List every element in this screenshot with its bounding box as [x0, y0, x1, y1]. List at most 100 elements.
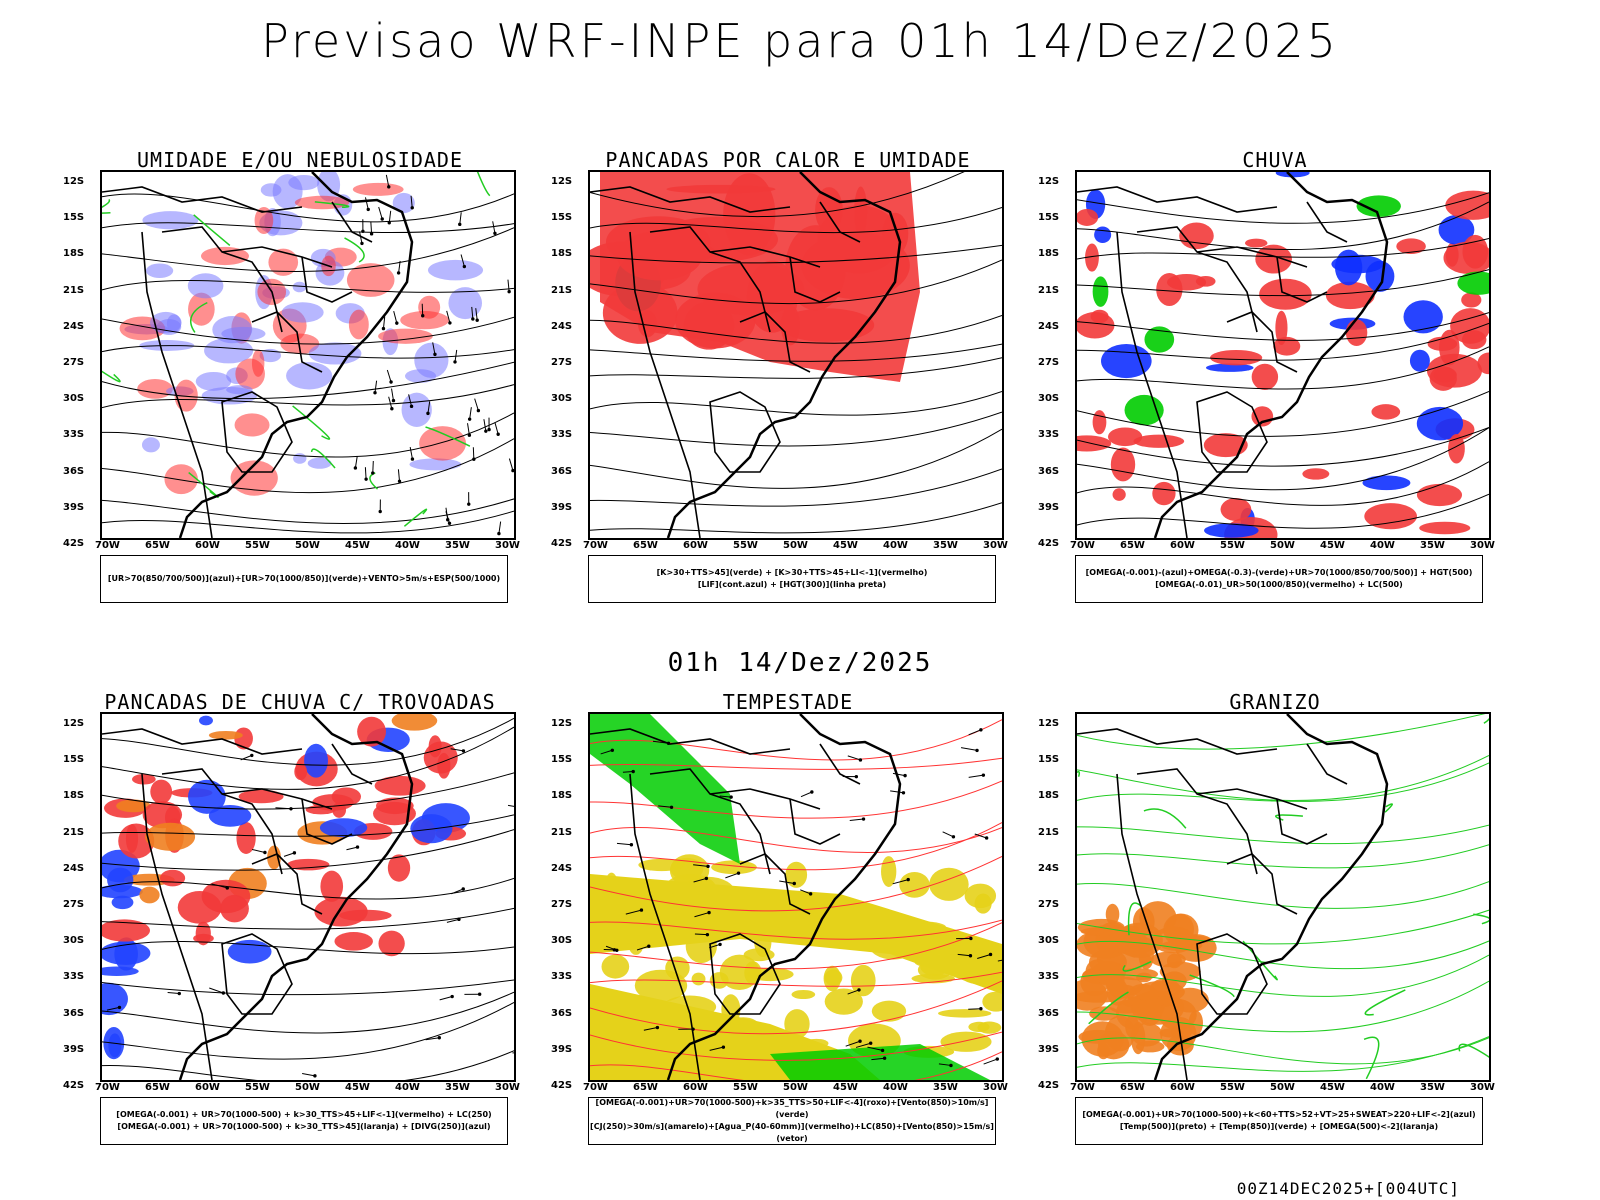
longitude-label: 70W	[583, 1082, 608, 1093]
latitude-label: 36S	[551, 465, 573, 477]
longitude-label: 30W	[1470, 1082, 1495, 1093]
legend-line: [K>30+TTS>45](verde) + [K>30+TTS>45+LI<-…	[656, 568, 928, 577]
legend-line: [UR>70(850/700/500)](azul)+[UR>70(1000/8…	[107, 574, 501, 583]
latitude-label: 30S	[1038, 935, 1060, 947]
latitude-label: 33S	[1038, 971, 1060, 983]
longitude-label: 35W	[445, 540, 470, 551]
latitude-label: 39S	[1038, 1043, 1060, 1055]
longitude-label: 65W	[633, 1082, 658, 1093]
panel-title: PANCADAS POR CALOR E UMIDADE	[605, 148, 971, 172]
latitude-label: 15S	[1038, 754, 1060, 766]
latitude-label: 15S	[551, 754, 573, 766]
latitude-label: 42S	[63, 1080, 85, 1091]
longitude-label: 40W	[1370, 540, 1395, 551]
contour-lines	[590, 172, 1002, 534]
longitude-label: 55W	[1220, 540, 1245, 551]
legend-line: [LIF](cont.azul) + [HGT(300)](linha pret…	[697, 580, 887, 589]
legend-line: [OMEGA(-0.01)_UR>50(1000/850)(vermelho) …	[1155, 580, 1403, 589]
longitude-label: 55W	[733, 1082, 758, 1093]
panel-legend: [UR>70(850/700/500)](azul)+[UR>70(1000/8…	[100, 555, 508, 603]
longitude-label: 50W	[295, 1082, 320, 1093]
latitude-label: 12S	[551, 718, 573, 729]
map-panel-5: TEMPESTADE 12S 15S 18S 21S 24S 27S 30S 33S 36S 39S…	[543, 690, 1033, 1170]
map-canvas	[1077, 714, 1489, 1080]
longitude-label: 55W	[245, 1082, 270, 1093]
latitude-label: 42S	[1038, 538, 1060, 549]
panel-title: UMIDADE E/OU NEBULOSIDADE	[136, 148, 464, 172]
latitude-label: 27S	[1038, 899, 1060, 910]
map-canvas	[590, 714, 1002, 1080]
longitude-label: 60W	[1170, 1082, 1195, 1093]
field-patches	[102, 714, 470, 1060]
contour-lines	[1077, 714, 1489, 1080]
latitude-label: 42S	[551, 1080, 573, 1091]
longitude-label: 40W	[883, 540, 908, 551]
latitude-label: 18S	[551, 790, 573, 802]
latitude-label: 15S	[1038, 212, 1060, 224]
map-panel-4: PANCADAS DE CHUVA C/ TROVOADAS 12S 15S 18S 2…	[55, 690, 545, 1170]
longitude-label: 40W	[1370, 1082, 1395, 1093]
panel-legend: [K>30+TTS>45](verde) + [K>30+TTS>45+LI<-…	[588, 555, 996, 603]
latitude-label: 27S	[551, 357, 573, 368]
latitude-label: 12S	[1038, 176, 1060, 187]
latitude-label: 24S	[63, 862, 85, 874]
latitude-label: 24S	[1038, 862, 1060, 874]
latitude-label: 24S	[1038, 320, 1060, 332]
longitude-label: 35W	[933, 1082, 958, 1093]
longitude-label: 45W	[833, 1082, 858, 1093]
latitude-label: 21S	[63, 826, 85, 838]
latitude-label: 18S	[551, 248, 573, 260]
latitude-label: 33S	[551, 429, 573, 441]
wind-vectors	[600, 728, 1002, 1068]
map-area	[588, 712, 1004, 1082]
map-panel-2: PANCADAS POR CALOR E UMIDADE 12S 15S 18S 21S…	[543, 148, 1033, 628]
contour-lines	[1077, 192, 1489, 529]
legend-line: [OMEGA(-0.001)-(azul)+OMEGA(-0.3)-(verde…	[1085, 568, 1473, 577]
longitude-label: 35W	[1420, 540, 1445, 551]
contour-lines	[102, 172, 514, 534]
longitude-label: 30W	[983, 540, 1008, 551]
latitude-label: 15S	[63, 212, 85, 224]
latitude-label: 21S	[1038, 284, 1060, 296]
map-area	[1075, 712, 1491, 1082]
latitude-label: 33S	[1038, 429, 1060, 441]
longitude-label: 45W	[833, 540, 858, 551]
country-borders	[590, 172, 902, 538]
latitude-label: 12S	[63, 718, 85, 729]
run-stamp: 00Z14DEC2025+[004UTC]	[1236, 1179, 1460, 1198]
legend-line: [OMEGA(-0.001)+UR>70(1000-500)+k<60+TTS>…	[1082, 1110, 1476, 1119]
latitude-label: 36S	[551, 1007, 573, 1019]
field-patches	[590, 714, 1002, 1080]
forecast-time: 01h 14/Dez/2025	[667, 648, 933, 678]
latitude-label: 15S	[63, 754, 85, 766]
latitude-label: 18S	[63, 248, 85, 260]
longitude-label: 45W	[1320, 1082, 1345, 1093]
longitude-label: 30W	[495, 540, 520, 551]
latitude-label: 21S	[1038, 826, 1060, 838]
legend-line: [CJ(250)>30m/s](amarelo)+[Agua_P(40-60mm…	[590, 1122, 994, 1143]
longitude-label: 40W	[395, 540, 420, 551]
longitude-label: 50W	[783, 1082, 808, 1093]
longitude-label: 35W	[933, 540, 958, 551]
map-area	[100, 712, 516, 1082]
latitude-label: 27S	[63, 899, 85, 910]
panel-legend: [OMEGA(-0.001) + UR>70(1000-500) + k>30_…	[100, 1097, 508, 1145]
panel-legend: [OMEGA(-0.001)+UR>70(1000-500)+k>35_TTS>…	[588, 1097, 996, 1145]
map-canvas	[590, 172, 1002, 538]
panel-title: GRANIZO	[1229, 690, 1321, 714]
latitude-label: 21S	[551, 284, 573, 296]
latitude-label: 18S	[1038, 790, 1060, 802]
field-patches	[119, 172, 484, 496]
longitude-label: 50W	[295, 540, 320, 551]
longitude-label: 45W	[1320, 540, 1345, 551]
latitude-label: 12S	[63, 176, 85, 187]
latitude-label: 24S	[551, 862, 573, 874]
panel-title: CHUVA	[1242, 148, 1308, 172]
longitude-label: 50W	[1270, 1082, 1295, 1093]
country-borders	[102, 172, 414, 538]
longitude-label: 70W	[583, 540, 608, 551]
latitude-label: 30S	[1038, 393, 1060, 405]
field-patches	[1077, 172, 1489, 538]
latitude-label: 30S	[551, 393, 573, 405]
longitude-label: 60W	[683, 540, 708, 551]
